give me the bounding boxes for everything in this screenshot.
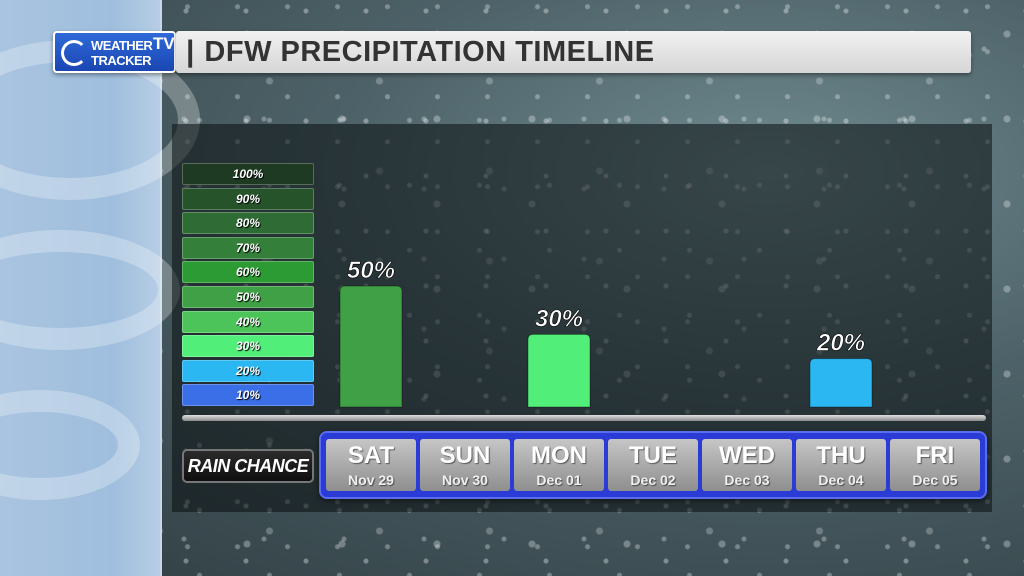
- bar-sat: [339, 285, 403, 408]
- day-name: MON: [531, 442, 587, 469]
- day-strip: SAT Nov 29 SUN Nov 30 MON Dec 01 TUE Dec 02 WED D…: [319, 431, 987, 499]
- title-separator: |: [186, 35, 195, 68]
- day-thu: THU Dec 04: [796, 439, 886, 491]
- scale-cell-90: 90%: [182, 187, 314, 210]
- day-name: SUN: [439, 442, 491, 469]
- hurricane-icon: [61, 40, 87, 66]
- day-date: Nov 29: [348, 472, 394, 488]
- day-fri: FRI Dec 05: [890, 439, 980, 491]
- scale-cell-100: 100%: [182, 163, 314, 185]
- weather-tracker-tv-logo: WEATHER TRACKER TV: [53, 31, 176, 73]
- scale-cell-60: 60%: [182, 261, 314, 284]
- day-wed: WED Dec 03: [702, 439, 792, 491]
- day-date: Dec 03: [724, 472, 770, 488]
- page-title: DFW PRECIPITATION TIMELINE: [204, 35, 655, 68]
- scale-cell-30: 30%: [182, 335, 314, 358]
- day-date: Dec 02: [630, 472, 676, 488]
- bar-mon: [527, 333, 591, 408]
- scale-cell-80: 80%: [182, 212, 314, 235]
- bar-label-mon: 30%: [535, 305, 583, 332]
- day-name: WED: [719, 442, 775, 469]
- percentage-scale-legend: 100% 90% 80% 70% 60% 50% 40% 30% 20% 10%: [182, 163, 314, 409]
- logo-line1: WEATHER: [91, 38, 153, 53]
- day-name: TUE: [629, 442, 677, 469]
- scale-cell-70: 70%: [182, 236, 314, 259]
- bar-label-sat: 50%: [347, 257, 395, 284]
- scale-cell-10: 10%: [182, 384, 314, 407]
- day-name: FRI: [915, 442, 955, 469]
- day-sun: SUN Nov 30: [420, 439, 510, 491]
- scale-cell-40: 40%: [182, 310, 314, 333]
- title-bar: | DFW PRECIPITATION TIMELINE: [176, 31, 971, 73]
- bar-thu: [809, 358, 873, 408]
- day-date: Dec 05: [912, 472, 958, 488]
- rain-chance-label: RAIN CHANCE: [182, 449, 314, 483]
- chart-baseline: [182, 415, 986, 421]
- day-tue: TUE Dec 02: [608, 439, 698, 491]
- day-mon: MON Dec 01: [514, 439, 604, 491]
- day-date: Dec 04: [818, 472, 864, 488]
- day-sat: SAT Nov 29: [326, 439, 416, 491]
- scale-cell-20: 20%: [182, 359, 314, 382]
- day-date: Nov 30: [442, 472, 488, 488]
- scale-cell-50: 50%: [182, 285, 314, 308]
- day-name: SAT: [347, 442, 395, 469]
- day-date: Dec 01: [536, 472, 582, 488]
- bar-label-thu: 20%: [816, 330, 865, 357]
- day-name: THU: [816, 442, 866, 469]
- logo-tv: TV: [153, 34, 175, 53]
- logo-line2: TRACKER: [91, 53, 152, 68]
